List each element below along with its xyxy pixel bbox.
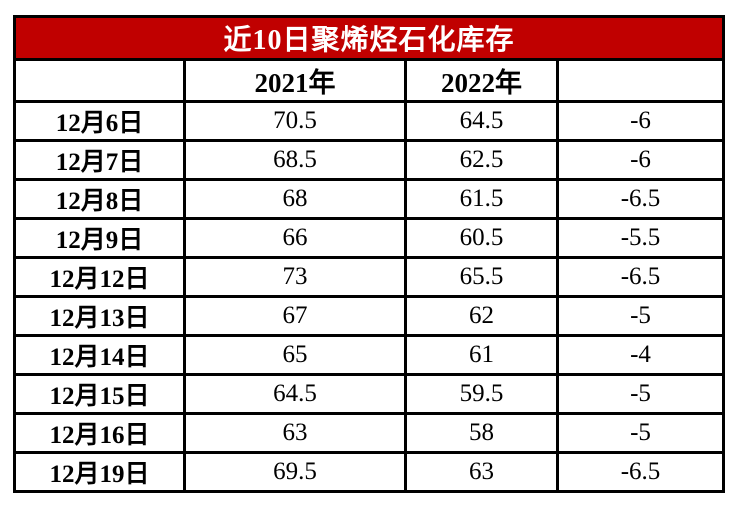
- cell-2021: 69.5: [183, 451, 407, 493]
- cell-date: 12月16日: [13, 412, 186, 454]
- cell-2022: 61.5: [404, 178, 559, 220]
- cell-date: 12月6日: [13, 100, 186, 142]
- cell-2022: 59.5: [404, 373, 559, 415]
- cell-2021: 73: [183, 256, 407, 298]
- cell-2021: 70.5: [183, 100, 407, 142]
- cell-diff: -6: [555, 139, 726, 181]
- cell-2022: 60.5: [404, 217, 559, 259]
- cell-2021: 68.5: [183, 139, 407, 181]
- cell-2022: 61: [404, 334, 559, 376]
- cell-diff: -6.5: [555, 451, 726, 493]
- cell-2021: 64.5: [183, 373, 407, 415]
- cell-2021: 63: [183, 412, 407, 454]
- table-row: 12月19日 69.5 63 -6.5: [13, 451, 726, 493]
- cell-diff: -6.5: [555, 256, 726, 298]
- table-title: 近10日聚烯烃石化库存: [12, 15, 726, 61]
- table-row: 12月14日 65 61 -4: [13, 334, 726, 376]
- cell-2022: 58: [404, 412, 559, 454]
- inventory-table: 近10日聚烯烃石化库存 2021年 2022年 12月6日 70.5 64.5 …: [12, 15, 726, 493]
- table-row: 12月6日 70.5 64.5 -6: [13, 100, 726, 142]
- header-2021: 2021年: [183, 58, 407, 103]
- cell-diff: -6: [555, 100, 726, 142]
- cell-diff: -5: [555, 373, 726, 415]
- cell-2022: 64.5: [404, 100, 559, 142]
- cell-2022: 65.5: [404, 256, 559, 298]
- cell-diff: -6.5: [555, 178, 726, 220]
- table-row: 12月16日 63 58 -5: [13, 412, 726, 454]
- inventory-table-container: 近10日聚烯烃石化库存 2021年 2022年 12月6日 70.5 64.5 …: [12, 15, 726, 493]
- table-header-row: 2021年 2022年: [13, 58, 726, 103]
- table-row: 12月15日 64.5 59.5 -5: [13, 373, 726, 415]
- cell-date: 12月7日: [13, 139, 186, 181]
- cell-2021: 68: [183, 178, 407, 220]
- cell-date: 12月13日: [13, 295, 186, 337]
- cell-diff: -5: [555, 412, 726, 454]
- table-row: 12月7日 68.5 62.5 -6: [13, 139, 726, 181]
- cell-date: 12月14日: [13, 334, 186, 376]
- cell-date: 12月8日: [13, 178, 186, 220]
- cell-diff: -5: [555, 295, 726, 337]
- cell-2022: 63: [404, 451, 559, 493]
- cell-diff: -4: [555, 334, 726, 376]
- cell-2021: 66: [183, 217, 407, 259]
- header-diff: [555, 58, 726, 103]
- cell-date: 12月12日: [13, 256, 186, 298]
- cell-2021: 67: [183, 295, 407, 337]
- cell-date: 12月19日: [13, 451, 186, 493]
- cell-2022: 62: [404, 295, 559, 337]
- table-row: 12月13日 67 62 -5: [13, 295, 726, 337]
- cell-date: 12月15日: [13, 373, 186, 415]
- table-row: 12月8日 68 61.5 -6.5: [13, 178, 726, 220]
- cell-2022: 62.5: [404, 139, 559, 181]
- cell-diff: -5.5: [555, 217, 726, 259]
- cell-date: 12月9日: [13, 217, 186, 259]
- table-row: 12月12日 73 65.5 -6.5: [13, 256, 726, 298]
- table-row: 12月9日 66 60.5 -5.5: [13, 217, 726, 259]
- cell-2021: 65: [183, 334, 407, 376]
- table-title-row: 近10日聚烯烃石化库存: [12, 15, 726, 61]
- header-date: [13, 58, 186, 103]
- header-2022: 2022年: [404, 58, 559, 103]
